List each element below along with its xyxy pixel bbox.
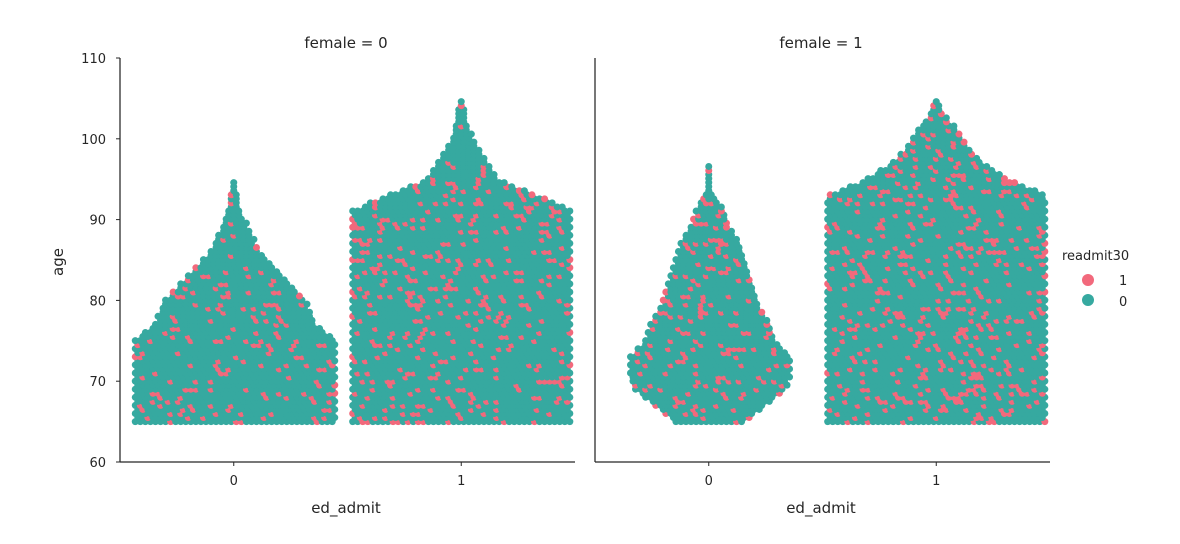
y-ticks: 60 70 80 90 100 110 [81,52,120,471]
y-tick-label: 80 [89,294,106,309]
swarm-point [528,191,536,199]
swarm-point [131,337,139,345]
swarm-point [566,207,574,215]
swarm-point [154,312,162,320]
y-tick-label: 110 [81,52,106,67]
swarm-point [508,183,516,191]
facet-points [626,98,1049,426]
swarm-point [326,333,334,341]
swarm-point [141,329,149,336]
swarm-point [151,320,159,328]
swarm-point [230,179,238,187]
y-tick-label: 90 [89,214,106,229]
facet-points [131,98,574,426]
facet-title: female = 1 [779,34,862,52]
x-axis-label: ed_admit [311,499,381,518]
swarm-point [500,179,508,187]
x-tick-label: 0 [230,474,238,489]
swarm-point [306,308,313,316]
swarm-point [548,199,556,207]
swarm-point [558,203,566,211]
swarm-point [316,324,324,332]
y-tick-label: 70 [89,375,106,390]
y-tick-label: 60 [89,456,106,471]
swarm-point [541,195,549,203]
y-tick-label: 100 [81,133,106,148]
swarm-point [520,187,528,195]
swarm-point [457,98,465,106]
x-tick-label: 1 [457,474,465,489]
y-axis-label: age [49,248,67,276]
facet-title: female = 0 [304,34,387,52]
